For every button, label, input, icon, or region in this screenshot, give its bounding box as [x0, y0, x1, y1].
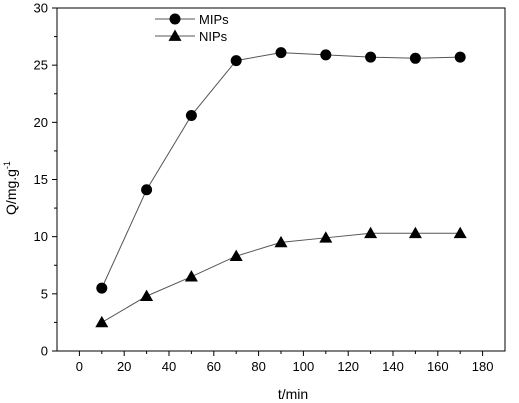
- y-tick-label: 15: [34, 172, 48, 187]
- plot-area: [56, 7, 506, 352]
- data-point: [229, 249, 243, 261]
- data-point: [454, 51, 466, 63]
- y-tick-label: 25: [34, 58, 48, 73]
- data-point: [365, 51, 377, 63]
- y-tick-label: 5: [41, 286, 48, 301]
- x-tick-label: 80: [251, 359, 265, 374]
- data-point: [140, 289, 154, 301]
- x-tick-label: 20: [117, 359, 131, 374]
- x-axis-title: t/min: [278, 386, 308, 402]
- x-tick-label: 40: [162, 359, 176, 374]
- x-tick-label: 180: [472, 359, 494, 374]
- series-line: [101, 52, 461, 289]
- y-axis-title: Q/mg.g-1: [2, 161, 19, 215]
- x-axis: 0 20 40 60 80 100 120 140 160 180: [76, 351, 494, 374]
- legend: MIPs NIPs: [155, 12, 229, 44]
- data-point: [95, 315, 109, 328]
- data-point: [184, 270, 198, 282]
- data-point: [96, 282, 108, 294]
- x-tick-label: 100: [293, 359, 315, 374]
- data-point: [408, 226, 422, 239]
- series-mips: [96, 47, 466, 294]
- y-axis: 0 5 10 15 20 25 30: [34, 1, 57, 359]
- data-point: [320, 49, 332, 61]
- x-tick-label: 120: [337, 359, 359, 374]
- y-tick-label: 20: [34, 115, 48, 130]
- data-point: [230, 55, 242, 67]
- data-point: [141, 184, 153, 196]
- y-tick-label: 0: [41, 344, 48, 359]
- legend-item-nips: NIPs: [155, 29, 228, 44]
- legend-label: NIPs: [199, 29, 228, 44]
- data-point: [453, 226, 467, 239]
- data-point: [275, 47, 287, 59]
- x-tick-label: 0: [76, 359, 83, 374]
- data-point: [409, 52, 421, 64]
- legend-marker: [169, 13, 181, 25]
- x-tick-label: 60: [207, 359, 221, 374]
- data-point: [319, 231, 333, 243]
- y-axis-title-superscript: -1: [2, 161, 12, 169]
- legend-marker: [168, 29, 182, 41]
- x-tick-label: 140: [382, 359, 404, 374]
- data-point: [364, 226, 378, 239]
- data-point: [185, 109, 197, 121]
- plot-frame: [56, 7, 506, 352]
- y-tick-label: 10: [34, 229, 48, 244]
- x-tick-label: 160: [427, 359, 449, 374]
- series-nips: [95, 226, 467, 328]
- data-point: [274, 235, 288, 248]
- y-tick-label: 30: [34, 1, 48, 16]
- series-layer: [95, 47, 467, 328]
- legend-item-mips: MIPs: [155, 12, 229, 27]
- legend-label: MIPs: [199, 12, 229, 27]
- y-axis-title-main: Q/mg.g: [3, 169, 19, 215]
